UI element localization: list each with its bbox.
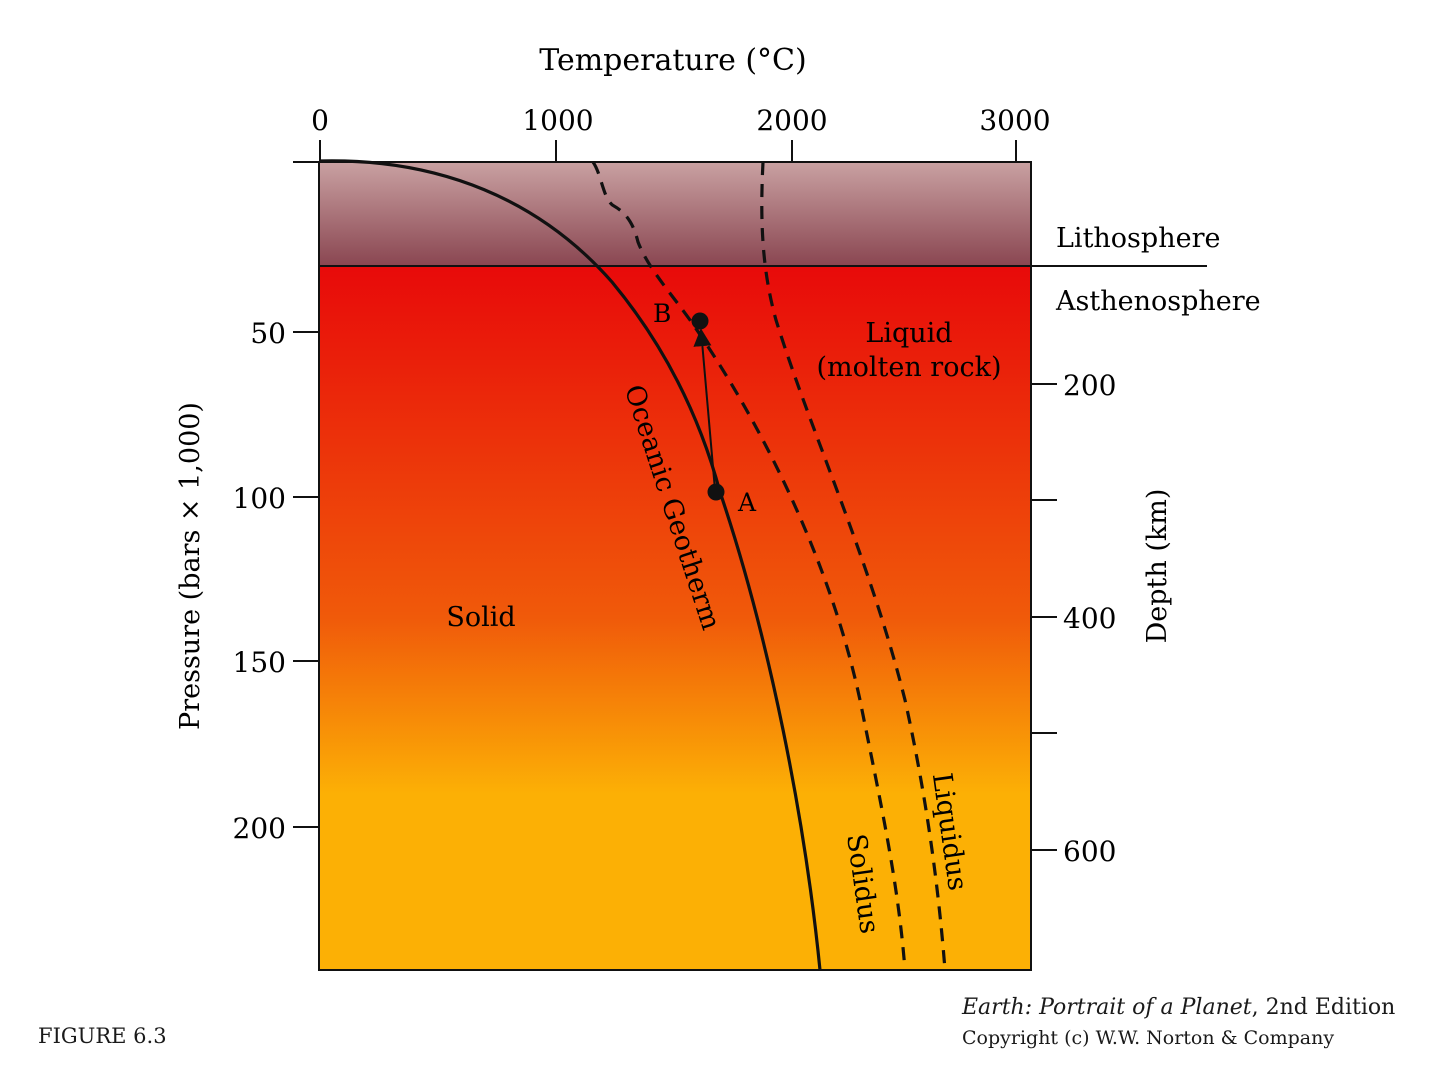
molten-rock-label: (molten rock) — [816, 352, 1001, 383]
depth-tick-label-600: 600 — [1063, 835, 1116, 868]
pressure-tick-label-150: 150 — [233, 646, 286, 679]
book-credit: Earth: Portrait of a Planet, 2nd Edition — [962, 995, 1395, 1020]
pressure-tick-label-100: 100 — [233, 482, 286, 515]
depth-axis-title: Depth (km) — [1142, 489, 1173, 644]
figure-number: FIGURE 6.3 — [38, 1024, 167, 1048]
temp-tick-label-1000: 1000 — [522, 104, 593, 137]
pressure-axis-title: Pressure (bars × 1,000) — [175, 402, 206, 730]
point-b-marker — [691, 312, 709, 330]
pressure-tick-label-200: 200 — [233, 812, 286, 845]
temperature-axis: 0 1000 2000 3000 — [311, 104, 1051, 162]
copyright-line: Copyright (c) W.W. Norton & Company — [962, 1027, 1335, 1049]
temp-tick-label-0: 0 — [311, 104, 329, 137]
lithosphere-region — [319, 162, 1031, 266]
liquid-region-label: Liquid — [865, 318, 952, 349]
asthenosphere-label: Asthenosphere — [1055, 286, 1261, 317]
oceanic-geotherm-curve — [319, 159, 822, 971]
solidus-curve — [591, 161, 907, 971]
pressure-tick-label-50: 50 — [250, 317, 286, 350]
temp-tick-label-2000: 2000 — [756, 104, 827, 137]
depth-tick-label-200: 200 — [1063, 369, 1116, 402]
pressure-axis: 50 100 150 200 — [233, 317, 319, 845]
point-b-label: B — [653, 299, 671, 328]
book-edition: , 2nd Edition — [1251, 995, 1396, 1020]
depth-tick-label-400: 400 — [1063, 602, 1116, 635]
point-a-label: A — [737, 488, 757, 517]
solid-region-label: Solid — [446, 602, 515, 633]
decompression-arrow — [693, 328, 716, 491]
asthenosphere-region — [319, 266, 1031, 970]
depth-axis: 200 400 600 — [1031, 369, 1116, 868]
temperature-axis-title: Temperature (°C) — [539, 43, 806, 78]
point-a-marker — [707, 483, 725, 501]
book-title: Earth: Portrait of a Planet — [962, 995, 1252, 1020]
temp-tick-label-3000: 3000 — [979, 104, 1050, 137]
lithosphere-label: Lithosphere — [1056, 223, 1220, 254]
